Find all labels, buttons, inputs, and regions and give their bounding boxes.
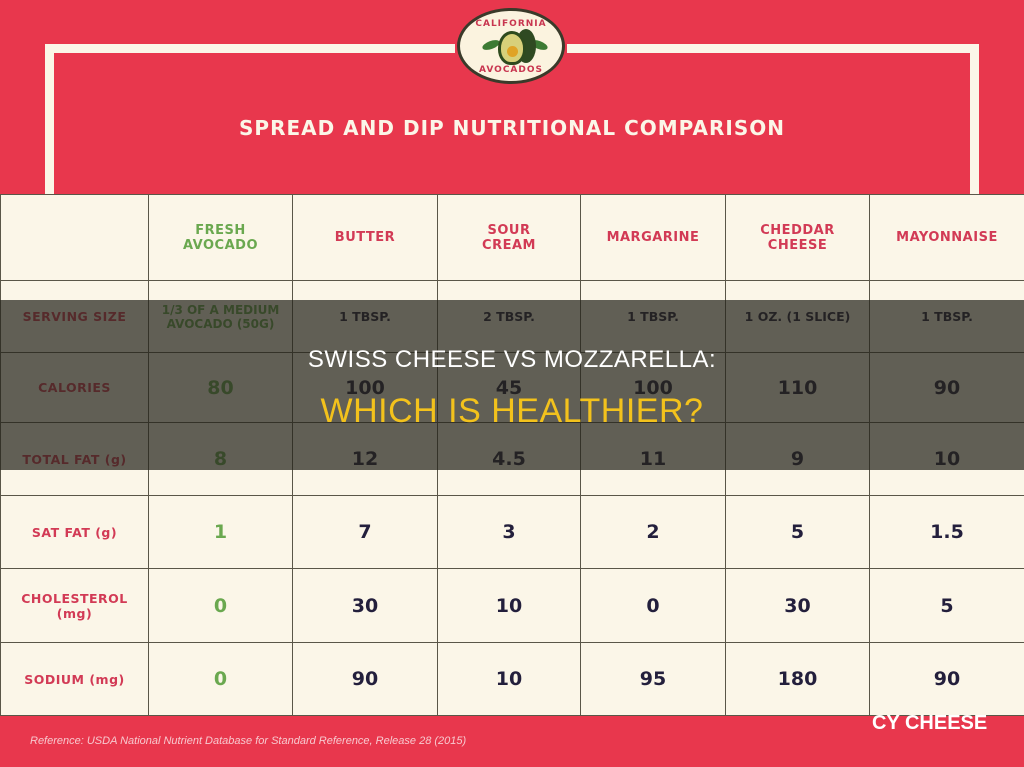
row-label: SODIUM (mg) bbox=[0, 642, 149, 716]
table-cell: 7 bbox=[292, 495, 438, 569]
table-row: SODIUM (mg) 0 90 10 95 180 90 bbox=[0, 642, 1024, 716]
table-cell: 1.5 bbox=[869, 495, 1024, 569]
site-watermark: CY CHEESE bbox=[872, 712, 988, 734]
header-row: FRESH AVOCADO BUTTER SOUR CREAM MARGARIN… bbox=[0, 194, 1024, 281]
title-overlay-band bbox=[0, 300, 1024, 470]
header-margarine: MARGARINE bbox=[580, 194, 726, 281]
table-cell: 5 bbox=[869, 568, 1024, 643]
table-cell: 90 bbox=[292, 642, 438, 716]
table-cell: 3 bbox=[437, 495, 581, 569]
table-cell: 10 bbox=[437, 642, 581, 716]
california-avocados-logo: CALIFORNIA AVOCADOS bbox=[455, 6, 567, 86]
table-cell: 5 bbox=[725, 495, 870, 569]
header-sour-cream: SOUR CREAM bbox=[437, 194, 581, 281]
avocado-pit-icon bbox=[507, 46, 518, 57]
logo-top-text: CALIFORNIA bbox=[475, 19, 547, 29]
frame-left-line bbox=[45, 44, 54, 196]
avocado-half-icon bbox=[498, 31, 526, 65]
overlay-title-line1: SWISS CHEESE VS MOZZARELLA: bbox=[307, 346, 717, 373]
comparison-title: SPREAD AND DIP NUTRITIONAL COMPARISON bbox=[239, 116, 785, 140]
table-cell: 180 bbox=[725, 642, 870, 716]
header-mayonnaise: MAYONNAISE bbox=[869, 194, 1024, 281]
row-label: CHOLESTEROL (mg) bbox=[0, 568, 149, 643]
frame-right-line bbox=[970, 44, 979, 196]
overlay-title-line2: WHICH IS HEALTHIER? bbox=[320, 392, 704, 430]
table-cell: 0 bbox=[148, 568, 293, 643]
header-fresh-avocado: FRESH AVOCADO bbox=[148, 194, 293, 281]
table-cell: 95 bbox=[580, 642, 726, 716]
header-empty bbox=[0, 194, 149, 281]
logo-badge: CALIFORNIA AVOCADOS bbox=[457, 8, 565, 84]
table-cell: 1 bbox=[148, 495, 293, 569]
table-cell: 0 bbox=[580, 568, 726, 643]
logo-bottom-text: AVOCADOS bbox=[479, 65, 543, 75]
table-cell: 90 bbox=[869, 642, 1024, 716]
row-label: SAT FAT (g) bbox=[0, 495, 149, 569]
header-butter: BUTTER bbox=[292, 194, 438, 281]
table-cell: 2 bbox=[580, 495, 726, 569]
table-cell: 10 bbox=[437, 568, 581, 643]
table-cell: 30 bbox=[725, 568, 870, 643]
table-row: SAT FAT (g) 1 7 3 2 5 1.5 bbox=[0, 495, 1024, 569]
table-cell: 30 bbox=[292, 568, 438, 643]
reference-note: Reference: USDA National Nutrient Databa… bbox=[30, 735, 467, 747]
table-row: CHOLESTEROL (mg) 0 30 10 0 30 5 bbox=[0, 568, 1024, 643]
header-cheddar-cheese: CHEDDAR CHEESE bbox=[725, 194, 870, 281]
table-cell: 0 bbox=[148, 642, 293, 716]
